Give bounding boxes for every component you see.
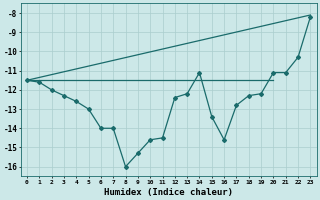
X-axis label: Humidex (Indice chaleur): Humidex (Indice chaleur) (104, 188, 233, 197)
